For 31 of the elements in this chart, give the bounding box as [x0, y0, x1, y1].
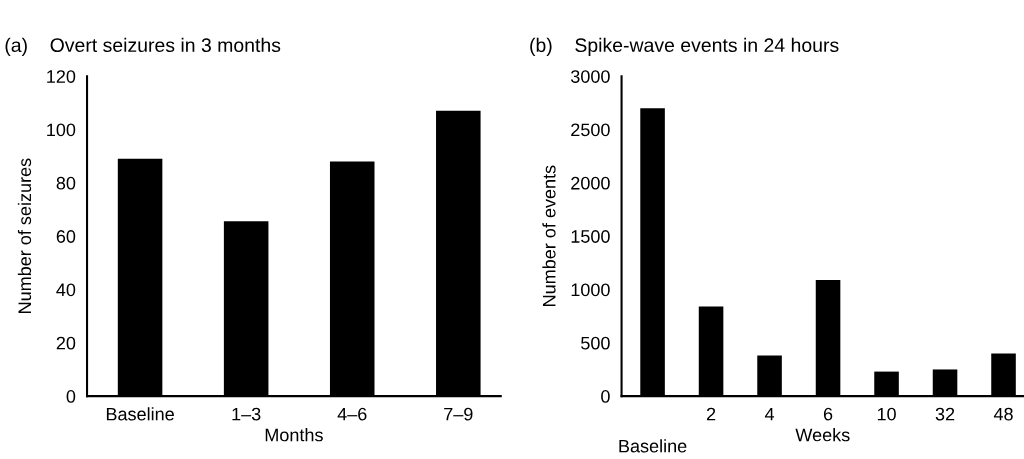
x-tick-label: 48 [993, 407, 1013, 421]
y-tick-label: 1500 [571, 230, 610, 243]
x-tick-label: 4 [764, 407, 775, 421]
y-axis-title: Number of seizures [17, 158, 32, 313]
x-axis-title: Months [265, 428, 323, 442]
x-axis-title: Weeks [795, 428, 850, 442]
x-tick-label: 7–9 [444, 407, 473, 421]
x-tick-label: Baseline [106, 407, 174, 421]
chart-title: (a) Overt seizures in 3 months [5, 37, 281, 56]
y-tick-label: 1000 [571, 283, 610, 297]
x-tick-label: 32 [935, 407, 955, 421]
y-tick-label: 2500 [571, 123, 610, 137]
x-tick-label: 4–6 [337, 407, 367, 421]
x-tick-label: 6 [823, 407, 833, 421]
y-tick-label: 500 [581, 336, 610, 350]
x-tick-label: 2 [706, 407, 716, 421]
y-tick-label: 80 [56, 176, 76, 190]
y-axis-title: Number of events [542, 165, 556, 306]
x-tick-label: 1–3 [232, 407, 261, 421]
y-tick-label: 0 [601, 390, 610, 403]
y-tick-label: 20 [56, 336, 76, 350]
y-tick-label: 2000 [571, 176, 610, 190]
x-tick-label: Baseline [619, 439, 687, 453]
chart-title: (b) Spike-wave events in 24 hours [530, 37, 839, 56]
y-tick-label: 3000 [570, 70, 610, 83]
y-tick-label: 0 [66, 390, 76, 403]
y-tick-label: 60 [56, 230, 76, 243]
y-tick-label: 100 [47, 123, 76, 137]
y-tick-label: 40 [56, 283, 76, 297]
x-tick-label: 10 [877, 407, 896, 421]
y-tick-label: 120 [47, 70, 76, 83]
